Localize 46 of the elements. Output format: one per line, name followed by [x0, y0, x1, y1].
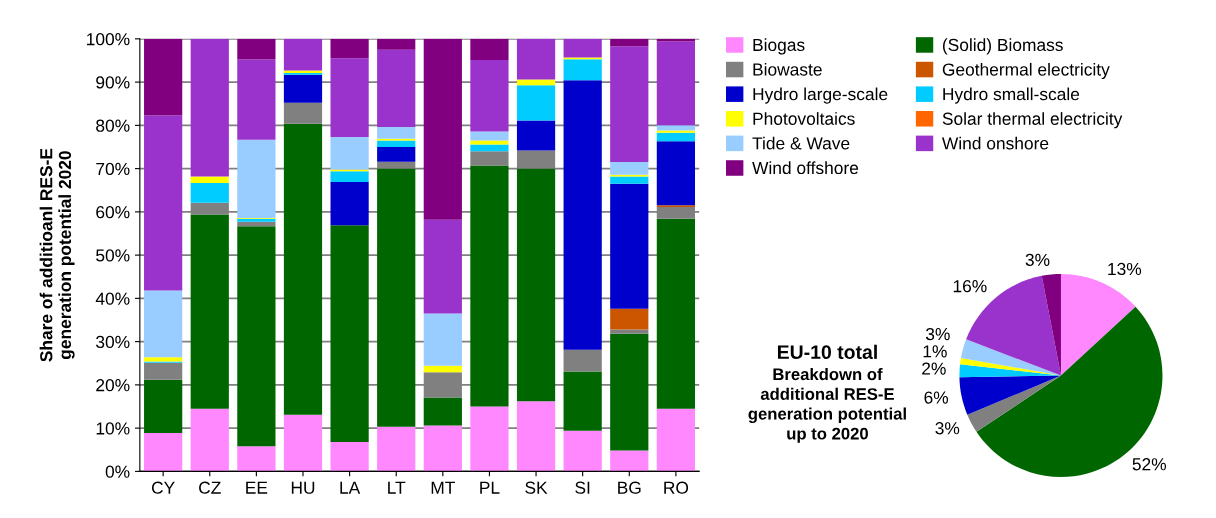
legend-label: Wind offshore [752, 161, 859, 175]
x-tick-label: LA [340, 481, 361, 494]
y-tick-label: 90% [96, 76, 130, 89]
x-tick-label: PL [480, 481, 500, 494]
y-tick-label: 100% [87, 33, 130, 46]
y-tick-label: 20% [96, 379, 130, 392]
legend-label: Photovoltaics [753, 112, 855, 125]
data-label: 6% [924, 391, 949, 404]
y-tick-label: 80% [96, 119, 130, 132]
y-tick-label: 60% [96, 206, 130, 219]
y-tick-label: 30% [96, 335, 130, 349]
legend-label: Hydro large-scale [753, 87, 888, 104]
data-label: 16% [953, 280, 987, 293]
x-tick-label: SK [525, 481, 548, 494]
text: Breakdown of additional RES-E generation potential up to 2020 [748, 367, 906, 443]
x-tick-label: HU [291, 481, 315, 494]
x-tick-label: EE [246, 481, 268, 494]
y-tick-label: 0% [105, 465, 130, 478]
data-label: 1% [923, 345, 947, 358]
x-tick-label: LT [388, 481, 406, 494]
y-tick-label: 40% [95, 292, 130, 305]
y-tick-label: 70% [96, 162, 130, 176]
legend-label: (Solid) Biomass [942, 38, 1063, 55]
data-label: 13% [1108, 262, 1142, 276]
legend-label: Tide & Wave [752, 136, 850, 150]
data-label: 3% [925, 327, 950, 341]
x-tick-label: CZ [199, 481, 221, 494]
data-label: 2% [922, 362, 946, 375]
x-tick-label: SI [575, 481, 590, 494]
y-tick-label: 50% [96, 249, 130, 262]
x-tick-label: BG [618, 481, 641, 494]
y-tick-label: 10% [96, 422, 130, 435]
data-label: 3% [1025, 253, 1050, 266]
legend-label: Biogas [753, 38, 805, 55]
data-label: 52% [1132, 458, 1167, 471]
x-tick-label: CY [151, 481, 175, 494]
x-tick-label: RO [664, 481, 689, 494]
legend-label: Hydro small-scale [943, 87, 1080, 104]
legend-label: Solar thermal electricity [942, 112, 1123, 129]
x-tick-label: MT [431, 481, 455, 494]
legend-label: Geothermal electricity [942, 62, 1110, 80]
y-axis-title: Share of additioanl RES-E generation potential 2020 [39, 148, 75, 362]
data-label: 3% [935, 422, 960, 435]
legend-label: Wind onshore [941, 136, 1049, 150]
legend-label: Biowaste [753, 62, 822, 76]
text: EU-10 total [777, 344, 877, 360]
